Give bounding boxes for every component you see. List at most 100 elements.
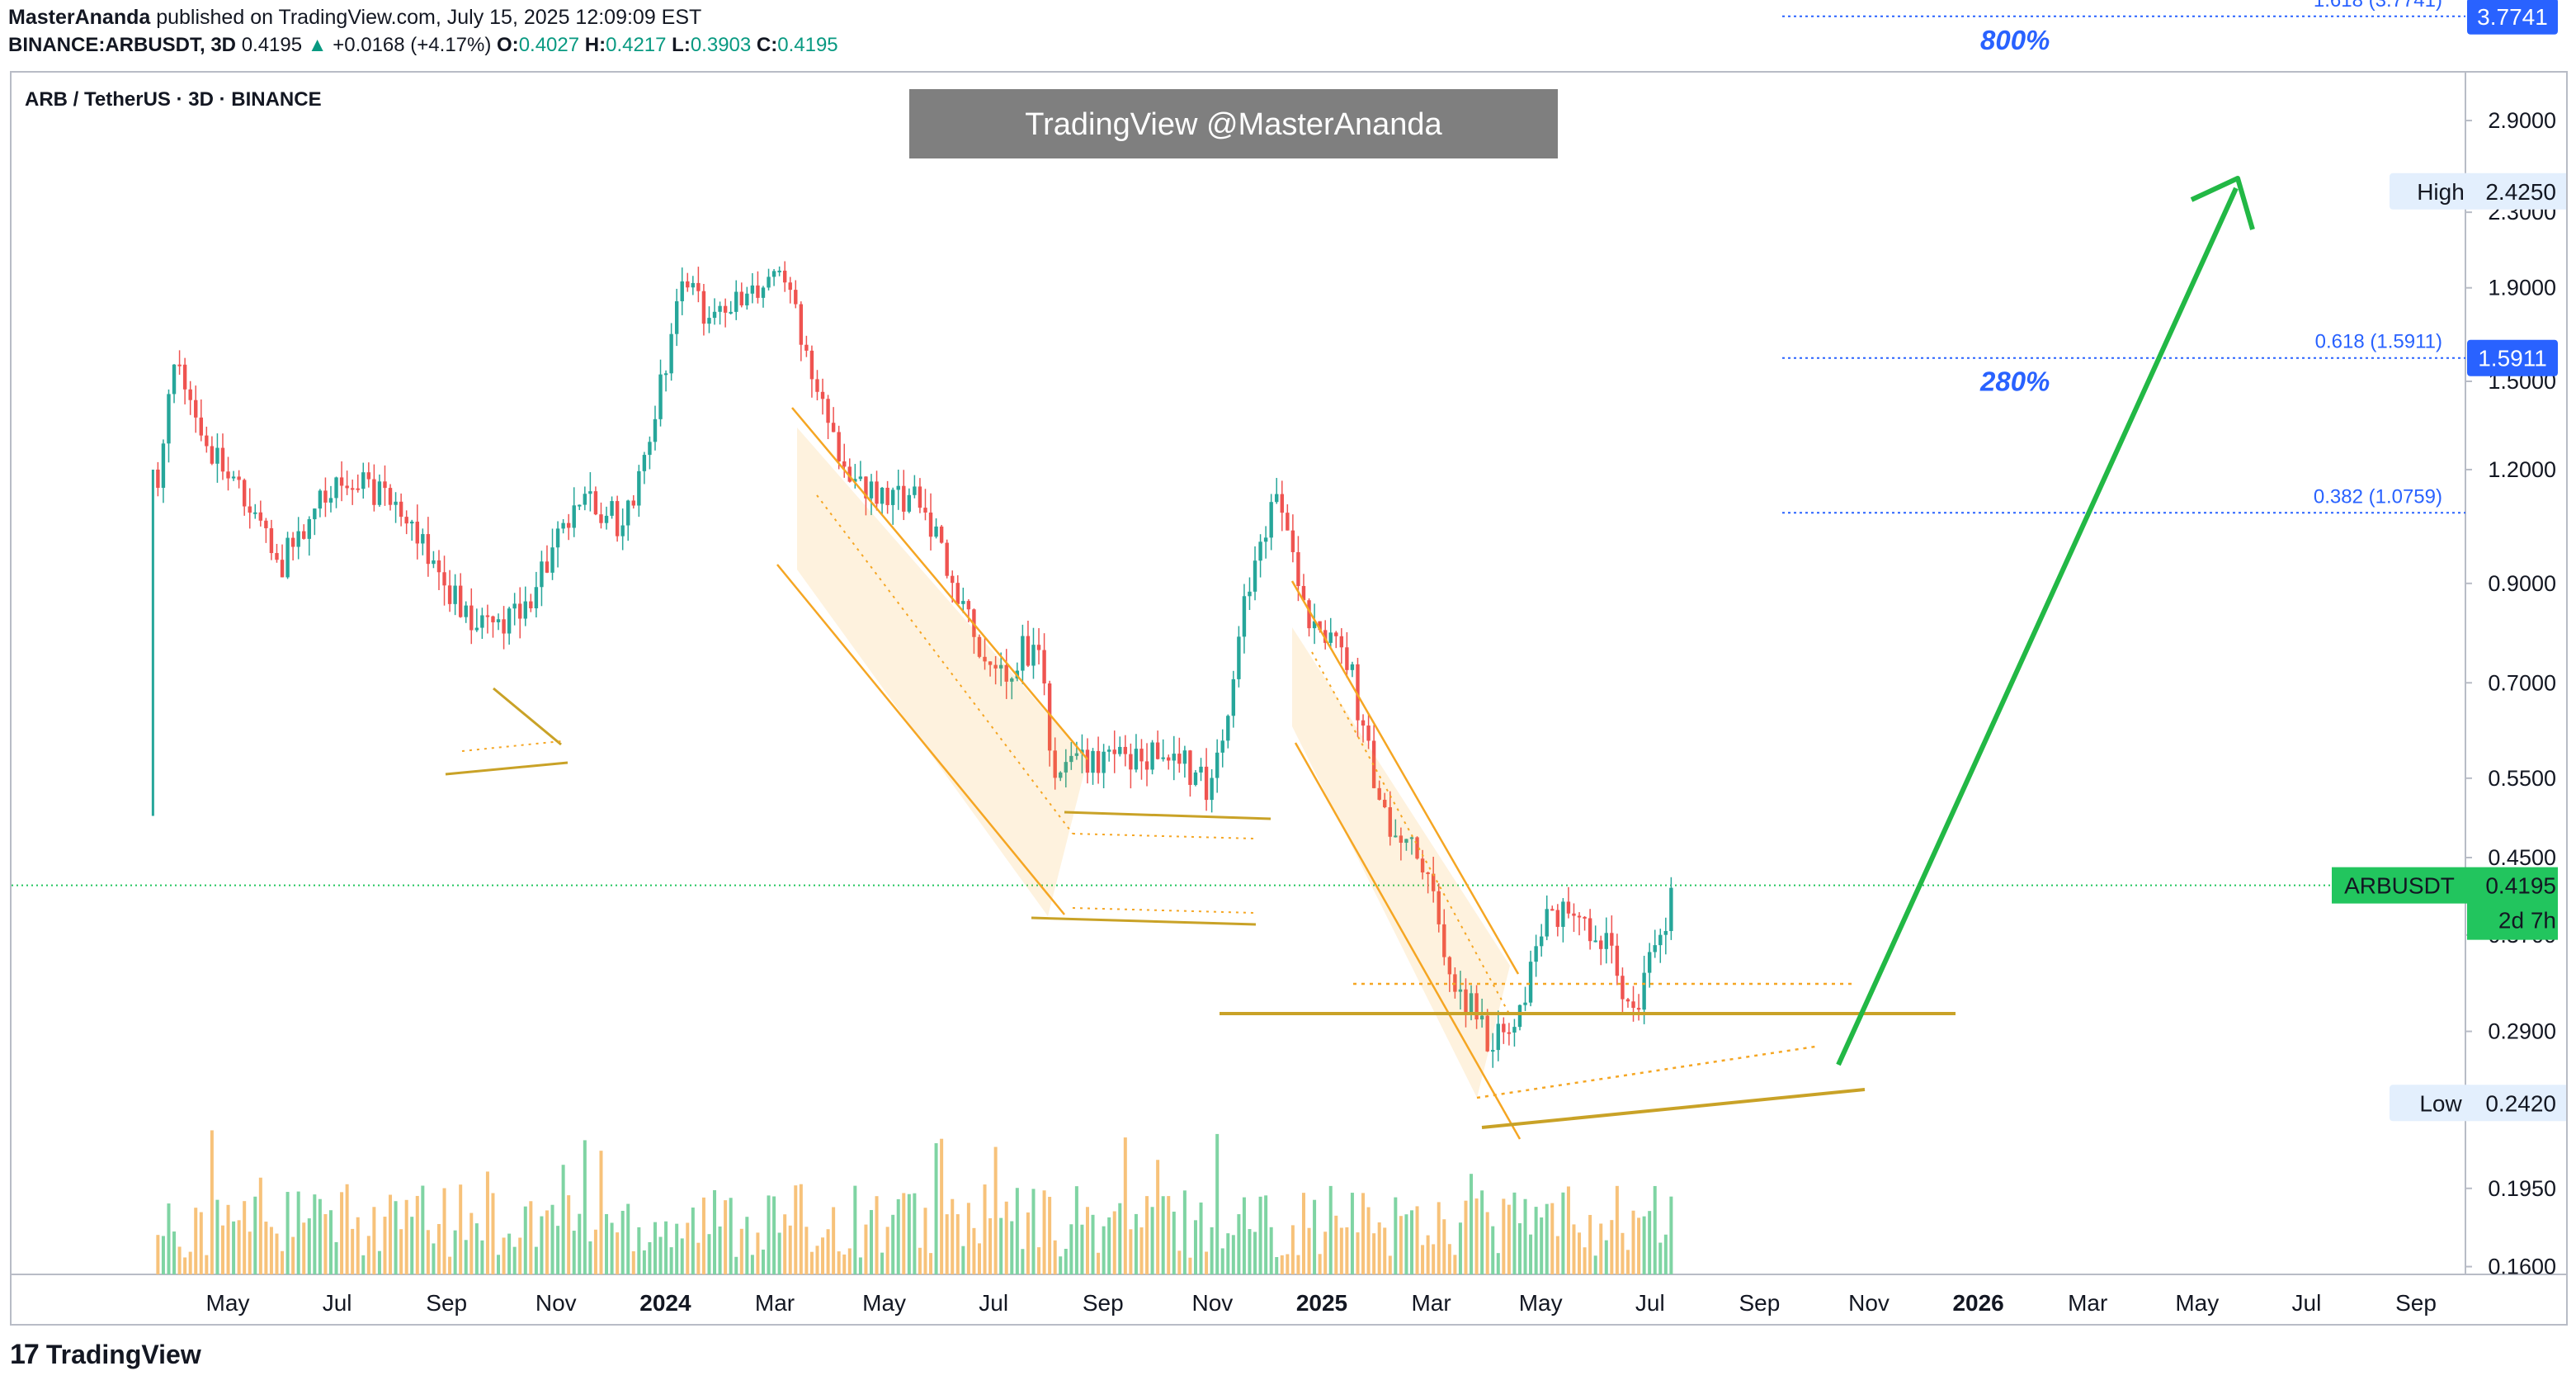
volume-bar	[1383, 1227, 1387, 1274]
volume-bar	[275, 1233, 279, 1274]
candle-body	[663, 373, 668, 376]
volume-bar	[1210, 1227, 1214, 1274]
candle-body	[458, 585, 463, 617]
volume-bar	[1242, 1197, 1246, 1274]
candle-body	[864, 476, 868, 499]
volume-bar	[853, 1185, 857, 1274]
candle-body	[561, 522, 565, 529]
volume-bar	[966, 1203, 970, 1274]
candle-body	[421, 534, 425, 544]
volume-bar	[983, 1184, 987, 1274]
volume-bar	[1366, 1207, 1371, 1274]
candle-body	[1248, 591, 1252, 597]
volume-bar	[1350, 1193, 1354, 1274]
x-tick-label: Jul	[1635, 1290, 1665, 1316]
volume-bar	[804, 1227, 809, 1274]
candle-body	[653, 418, 658, 442]
volume-bar	[243, 1201, 247, 1274]
x-tick-label: Sep	[1739, 1290, 1780, 1316]
volume-bar	[523, 1206, 527, 1274]
x-tick-label: Sep	[2395, 1290, 2437, 1316]
candle-body	[701, 291, 706, 324]
candle-body	[491, 616, 495, 622]
high-value-box	[2467, 173, 2566, 210]
volume-bar	[1064, 1249, 1068, 1274]
candle-body	[1555, 910, 1560, 927]
volume-bar	[1231, 1235, 1235, 1274]
volume-bar	[1394, 1197, 1398, 1274]
volume-bar	[1193, 1220, 1197, 1274]
volume-bar	[1150, 1207, 1154, 1274]
publish-info: MasterAnanda published on TradingView.co…	[8, 3, 2566, 31]
volume-bar	[1074, 1186, 1078, 1274]
fib-level-label: 1.618 (3.7741)	[2314, 0, 2442, 12]
volume-bar	[436, 1223, 441, 1274]
tradingview-logo[interactable]: 17 TradingView	[10, 1339, 201, 1371]
volume-bar	[1031, 1189, 1036, 1274]
volume-bar	[1313, 1199, 1317, 1274]
candle-body	[161, 443, 166, 489]
candle-body	[1442, 924, 1446, 957]
volume-bar	[1615, 1185, 1619, 1274]
y-tick-label: 0.1600	[2488, 1255, 2556, 1279]
candle-body	[1193, 772, 1198, 785]
symbol-label[interactable]: BINANCE:ARBUSDT, 3D	[8, 34, 237, 56]
candle-body	[307, 519, 311, 539]
volume-bar	[485, 1171, 489, 1274]
candle-body	[328, 498, 333, 503]
candle-body	[1458, 989, 1463, 992]
candle-body	[993, 664, 998, 669]
volume-bar	[1621, 1232, 1625, 1274]
volume-bar	[1361, 1193, 1366, 1274]
candle-body	[1491, 1050, 1495, 1052]
volume-bar	[880, 1252, 885, 1274]
high-value: 0.4217	[606, 34, 667, 56]
x-tick-label: May	[1519, 1290, 1563, 1316]
close-label: C:	[756, 34, 778, 56]
candle-body	[1269, 502, 1273, 538]
candle-body	[820, 391, 825, 399]
candle-body	[1144, 761, 1149, 770]
volume-bar	[631, 1250, 635, 1274]
volume-bar	[826, 1229, 830, 1274]
y-tick-label: 0.9000	[2488, 571, 2556, 596]
candle-body	[890, 489, 895, 505]
volume-bar	[1091, 1214, 1095, 1274]
candle-body	[734, 291, 738, 312]
candle-body	[1237, 636, 1241, 679]
candle-body	[831, 423, 836, 433]
candle-body	[226, 471, 230, 479]
volume-bar	[1474, 1198, 1479, 1274]
candle-body	[1161, 757, 1165, 759]
candle-body	[167, 394, 171, 444]
volume-bar	[658, 1236, 663, 1274]
volume-bar	[389, 1194, 393, 1274]
volume-bar	[1323, 1231, 1328, 1274]
volume-bar	[999, 1217, 1003, 1274]
candles-group	[156, 261, 1673, 1274]
author-name[interactable]: MasterAnanda	[8, 6, 151, 29]
volume-bar	[269, 1227, 273, 1274]
candle-body	[210, 446, 215, 464]
volume-bar	[285, 1192, 290, 1274]
candle-body	[1625, 999, 1630, 1002]
volume-bar	[1123, 1137, 1127, 1274]
volume-bar	[1648, 1211, 1652, 1274]
candle-body	[383, 481, 387, 489]
x-tick-label: Jul	[979, 1290, 1008, 1316]
candle-body	[680, 281, 684, 301]
candle-body	[610, 501, 614, 516]
volume-bar	[1534, 1207, 1538, 1274]
y-tick-label: 1.2000	[2488, 457, 2556, 482]
volume-bar	[1593, 1255, 1597, 1274]
candle-body	[588, 491, 592, 494]
volume-bar	[955, 1214, 960, 1274]
volume-bar	[540, 1216, 544, 1274]
candle-body	[280, 560, 285, 578]
volume-bar	[302, 1222, 306, 1274]
candle-body	[658, 374, 663, 419]
volume-bar	[637, 1227, 641, 1274]
candle-body	[296, 531, 300, 547]
volume-bar	[686, 1222, 690, 1274]
